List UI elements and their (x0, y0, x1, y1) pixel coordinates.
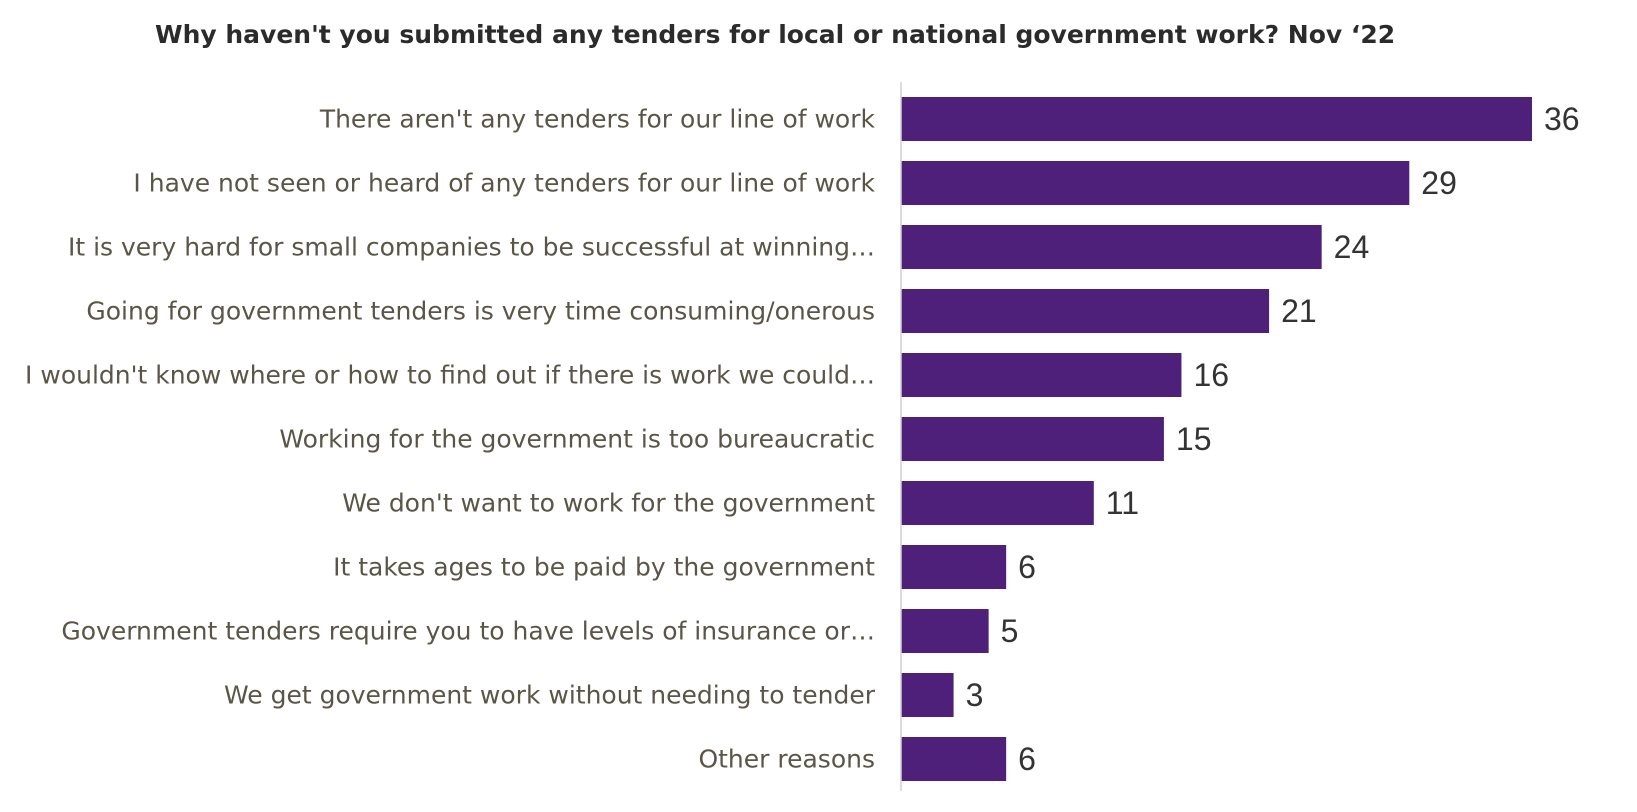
data-label: 36 (1544, 101, 1580, 137)
bar (901, 545, 1007, 589)
bar (901, 353, 1182, 397)
bar (901, 289, 1270, 333)
data-label: 24 (1334, 229, 1370, 265)
data-label: 15 (1176, 421, 1212, 457)
category-label: It is very hard for small companies to b… (68, 233, 875, 262)
bar (901, 161, 1410, 205)
data-label: 6 (1018, 549, 1036, 585)
data-label: 6 (1018, 741, 1036, 777)
category-label: I wouldn't know where or how to find out… (25, 361, 875, 390)
category-label: We get government work without needing t… (224, 681, 876, 710)
bar (901, 97, 1532, 141)
data-label: 21 (1281, 293, 1317, 329)
data-label: 3 (966, 677, 984, 713)
chart-title: Why haven't you submitted any tenders fo… (155, 20, 1396, 49)
data-label: 11 (1106, 485, 1139, 521)
bar (901, 673, 954, 717)
bar (901, 225, 1322, 269)
category-label: Government tenders require you to have l… (61, 617, 875, 646)
category-label: Going for government tenders is very tim… (86, 297, 875, 326)
bars (901, 97, 1532, 781)
bar (901, 417, 1164, 461)
bar (901, 737, 1007, 781)
category-label: I have not seen or heard of any tenders … (133, 169, 875, 198)
data-label: 5 (1001, 613, 1019, 649)
data-label: 29 (1421, 165, 1457, 201)
category-label: Other reasons (698, 745, 875, 774)
category-labels: There aren't any tenders for our line of… (25, 105, 876, 774)
data-label: 16 (1193, 357, 1229, 393)
bar (901, 609, 989, 653)
bar (901, 481, 1094, 525)
category-label: It takes ages to be paid by the governme… (333, 553, 875, 582)
category-label: We don't want to work for the government (342, 489, 875, 518)
category-label: There aren't any tenders for our line of… (319, 105, 876, 134)
category-label: Working for the government is too bureau… (279, 425, 875, 454)
